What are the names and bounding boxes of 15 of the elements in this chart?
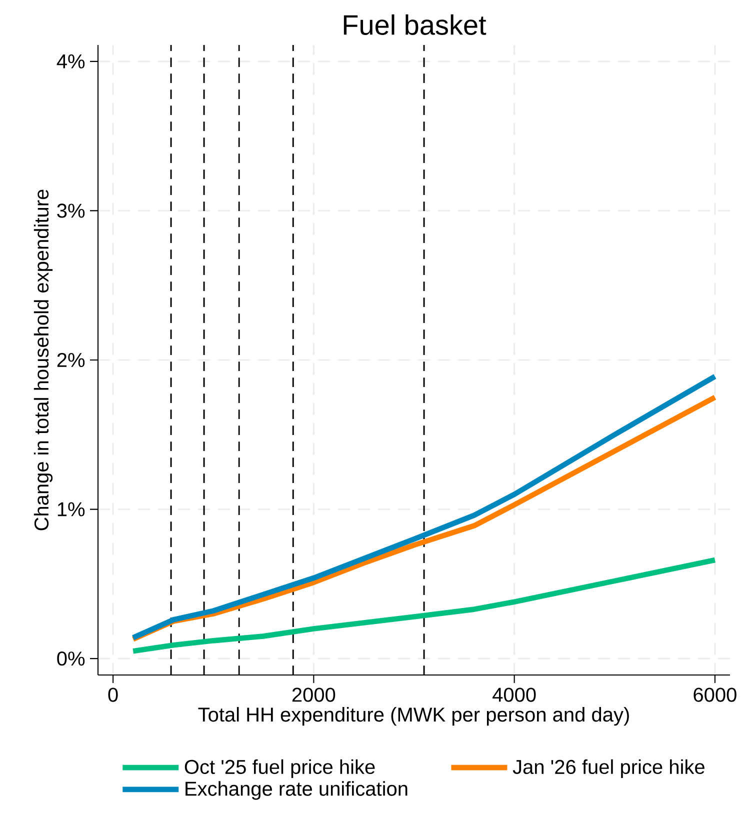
chart-title: Fuel basket	[344, 14, 486, 35]
legend-label: Oct '25 fuel price hike	[184, 759, 375, 778]
legend-label: Jan '26 fuel price hike	[512, 759, 704, 778]
x-tick-label: 6000	[694, 688, 736, 702]
y-tick-label: 2%	[57, 352, 85, 368]
y-tick-label: 3%	[57, 204, 85, 218]
y-tick-label: 4%	[56, 54, 85, 68]
y-axis-title: Change in total household expenditure	[34, 190, 53, 530]
legend-label: Exchange rate unification	[186, 781, 408, 800]
x-tick-label: 2000	[292, 688, 336, 702]
x-tick-label: 4000	[492, 688, 536, 702]
x-axis-title: Total HH expenditure (MWK per person and day)	[198, 707, 629, 726]
y-tick-label: 0%	[57, 651, 85, 666]
x-tick-label: 0	[108, 688, 118, 702]
y-tick-label: 1%	[58, 502, 85, 516]
